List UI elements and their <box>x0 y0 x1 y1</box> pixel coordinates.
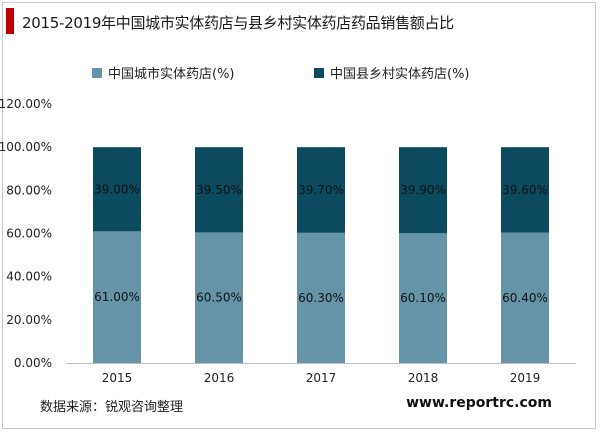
y-tick-label: 120.00% <box>0 97 52 111</box>
website-watermark: www.reportrc.com <box>406 395 552 411</box>
data-label-rural-2017: 39.70% <box>298 183 344 197</box>
y-tick-label: 0.00% <box>14 356 52 370</box>
x-tick-label: 2015 <box>102 371 133 385</box>
x-tick-label: 2017 <box>306 371 337 385</box>
y-tick-label: 40.00% <box>6 270 52 284</box>
legend-swatch-urban <box>92 67 102 78</box>
y-tick-label: 80.00% <box>6 183 52 197</box>
y-tick-label: 20.00% <box>6 313 52 327</box>
bar-urban-2015 <box>93 231 141 363</box>
data-label-rural-2016: 39.50% <box>196 183 242 197</box>
legend-item-rural: 中国县乡村实体药店(%) <box>314 63 470 82</box>
bar-urban-2018 <box>399 233 447 363</box>
bar-rural-2015 <box>93 147 141 232</box>
data-label-urban-2019: 60.40% <box>502 291 548 305</box>
data-source-note: 数据来源：锐观咨询整理 <box>40 400 184 415</box>
data-label-urban-2015: 61.00% <box>94 290 140 304</box>
data-label-rural-2019: 39.60% <box>502 183 548 197</box>
x-tick-label: 2016 <box>204 371 235 385</box>
bar-urban-2017 <box>297 232 345 363</box>
data-label-urban-2016: 60.50% <box>196 291 242 305</box>
y-tick-label: 100.00% <box>0 140 52 154</box>
data-label-rural-2018: 39.90% <box>400 183 446 197</box>
data-label-rural-2015: 39.00% <box>94 182 140 196</box>
chart-title: 2015-2019年中国城市实体药店与县乡村实体药店药品销售额占比 <box>22 14 454 32</box>
bar-urban-2016 <box>195 232 243 363</box>
x-tick-label: 2019 <box>510 371 541 385</box>
data-label-urban-2017: 60.30% <box>298 291 344 305</box>
legend-item-urban: 中国城市实体药店(%) <box>92 63 235 82</box>
legend-label-urban: 中国城市实体药店(%) <box>108 67 235 82</box>
legend-label-rural: 中国县乡村实体药店(%) <box>330 67 470 82</box>
x-tick-label: 2018 <box>408 371 439 385</box>
legend: 中国城市实体药店(%) 中国县乡村实体药店(%) <box>0 63 600 83</box>
chart-frame <box>2 2 596 429</box>
bar-rural-2017 <box>297 147 345 233</box>
bar-urban-2019 <box>501 232 549 363</box>
bar-rural-2018 <box>399 147 447 234</box>
title-accent-bar <box>6 8 14 34</box>
y-tick-label: 60.00% <box>6 227 52 241</box>
bar-rural-2016 <box>195 147 243 233</box>
legend-swatch-rural <box>314 67 324 78</box>
bar-rural-2019 <box>501 147 549 233</box>
data-label-urban-2018: 60.10% <box>400 291 446 305</box>
